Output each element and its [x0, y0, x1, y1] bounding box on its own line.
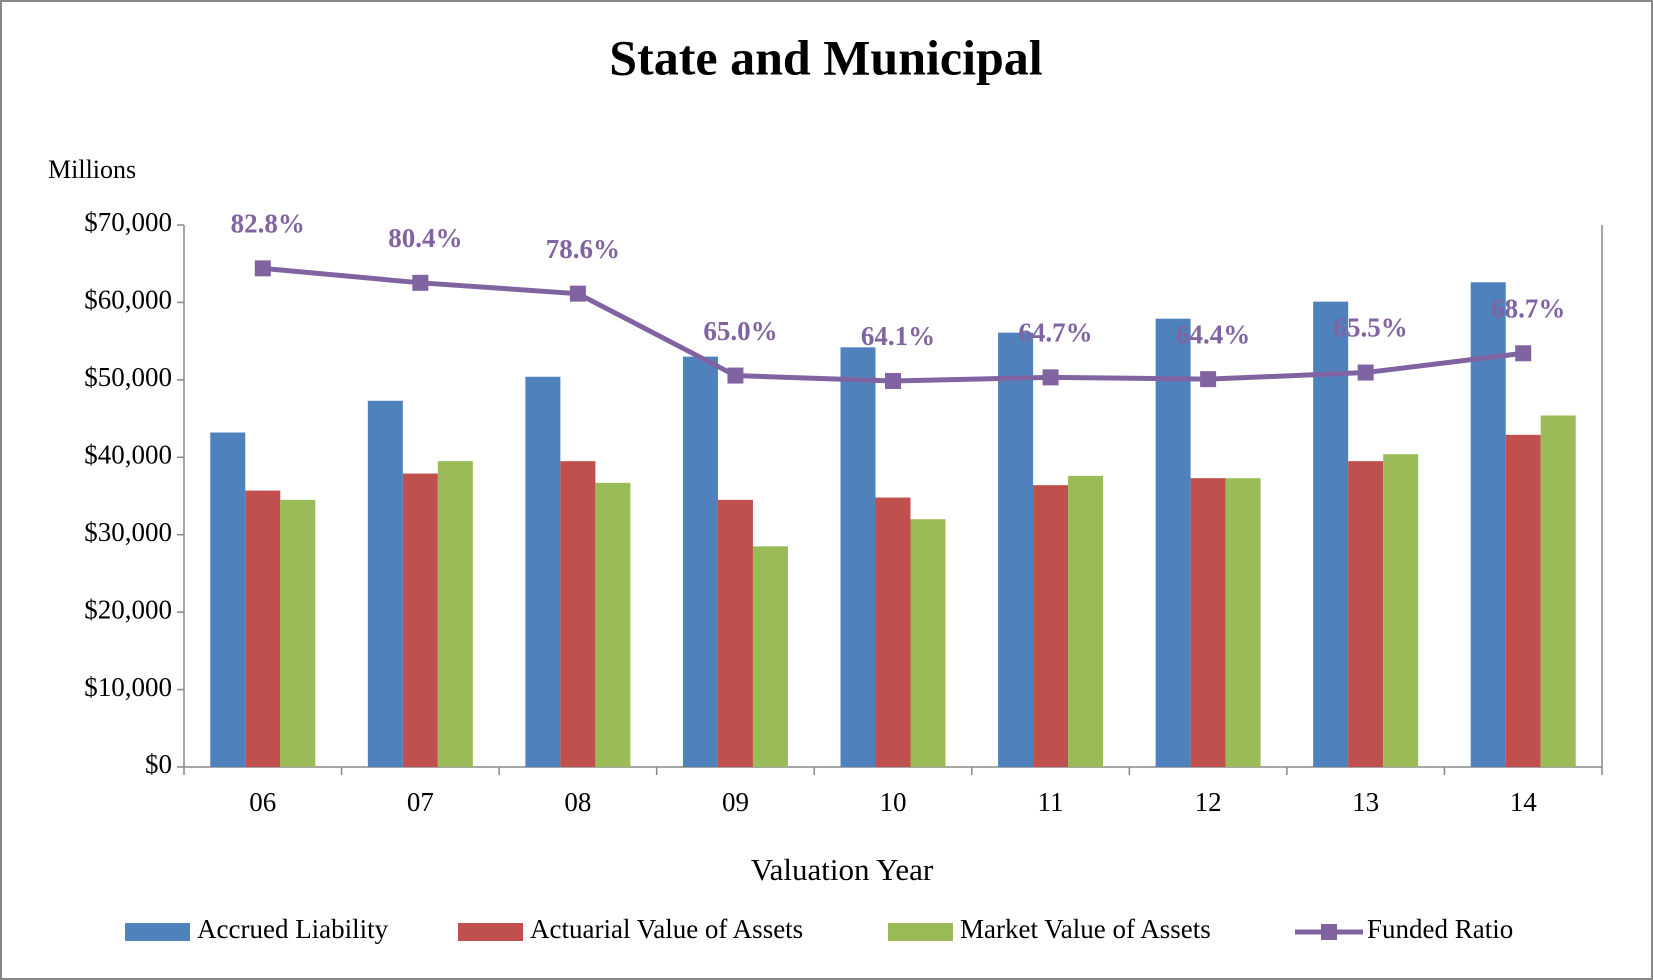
line-marker	[1357, 364, 1374, 381]
line-marker	[412, 274, 429, 291]
legend-swatch	[888, 923, 953, 941]
bar	[840, 347, 876, 767]
bar	[367, 400, 403, 767]
bar	[1225, 478, 1261, 767]
bar	[280, 499, 316, 767]
bar	[717, 499, 753, 767]
legend-label: Market Value of Assets	[960, 914, 1211, 944]
legend-swatch-marker	[1321, 924, 1337, 940]
bar	[1313, 301, 1349, 767]
bar	[910, 519, 946, 767]
bar	[752, 546, 788, 767]
x-tick-label: 06	[249, 787, 276, 817]
chart-title: State and Municipal	[609, 29, 1043, 85]
data-label: 82.8%	[231, 209, 305, 239]
data-label: 64.1%	[861, 321, 935, 351]
legend-label: Actuarial Value of Assets	[530, 914, 803, 944]
line-marker	[885, 372, 901, 389]
bar	[1068, 475, 1104, 767]
x-axis-label: Valuation Year	[751, 852, 934, 887]
bar	[402, 473, 438, 767]
x-tick-label: 13	[1352, 787, 1379, 817]
x-tick-label: 12	[1195, 787, 1222, 817]
bar	[1383, 454, 1419, 767]
legend-label: Accrued Liability	[197, 914, 389, 944]
line-marker	[1200, 371, 1217, 388]
y-tick-label: $40,000	[84, 439, 172, 469]
bar	[1348, 461, 1384, 767]
y-axis-label: Millions	[48, 155, 136, 184]
line-marker	[1515, 345, 1532, 362]
line-marker	[727, 367, 744, 384]
y-tick-label: $50,000	[84, 362, 172, 392]
y-tick-label: $30,000	[84, 517, 172, 547]
data-label: 64.4%	[1176, 319, 1250, 349]
bar	[525, 376, 561, 767]
bar	[595, 482, 631, 767]
bar	[1033, 485, 1069, 767]
bar	[998, 332, 1034, 767]
data-label: 68.7%	[1491, 293, 1565, 323]
data-label: 80.4%	[388, 223, 462, 253]
line-marker	[1042, 369, 1059, 386]
x-tick-label: 10	[880, 787, 907, 817]
line-marker	[254, 260, 271, 277]
bar	[682, 356, 718, 767]
y-tick-label: $10,000	[84, 672, 172, 702]
bar	[1540, 415, 1576, 767]
bar	[437, 461, 473, 767]
y-tick-label: $0	[145, 749, 172, 779]
x-tick-label: 07	[407, 787, 434, 817]
y-tick-label: $70,000	[84, 207, 172, 237]
bar	[560, 461, 596, 767]
x-tick-label: 14	[1510, 787, 1538, 817]
bar	[1155, 318, 1191, 767]
data-label: 65.5%	[1334, 313, 1408, 343]
y-tick-label: $60,000	[84, 285, 172, 315]
x-tick-label: 09	[722, 787, 749, 817]
x-tick-label: 11	[1038, 787, 1064, 817]
y-tick-label: $20,000	[84, 594, 172, 624]
bar	[1470, 282, 1506, 767]
data-label: 78.6%	[546, 234, 620, 264]
line-marker	[569, 285, 586, 302]
data-label: 64.7%	[1018, 318, 1092, 348]
bar	[1505, 434, 1541, 767]
legend-label: Funded Ratio	[1367, 914, 1513, 944]
legend-swatch	[458, 923, 523, 941]
data-label: 65.0%	[703, 316, 777, 346]
bar	[875, 497, 911, 767]
x-tick-label: 08	[564, 787, 591, 817]
bar	[1190, 478, 1226, 767]
bar	[245, 490, 281, 767]
legend-swatch	[125, 923, 190, 941]
bar	[210, 432, 246, 767]
